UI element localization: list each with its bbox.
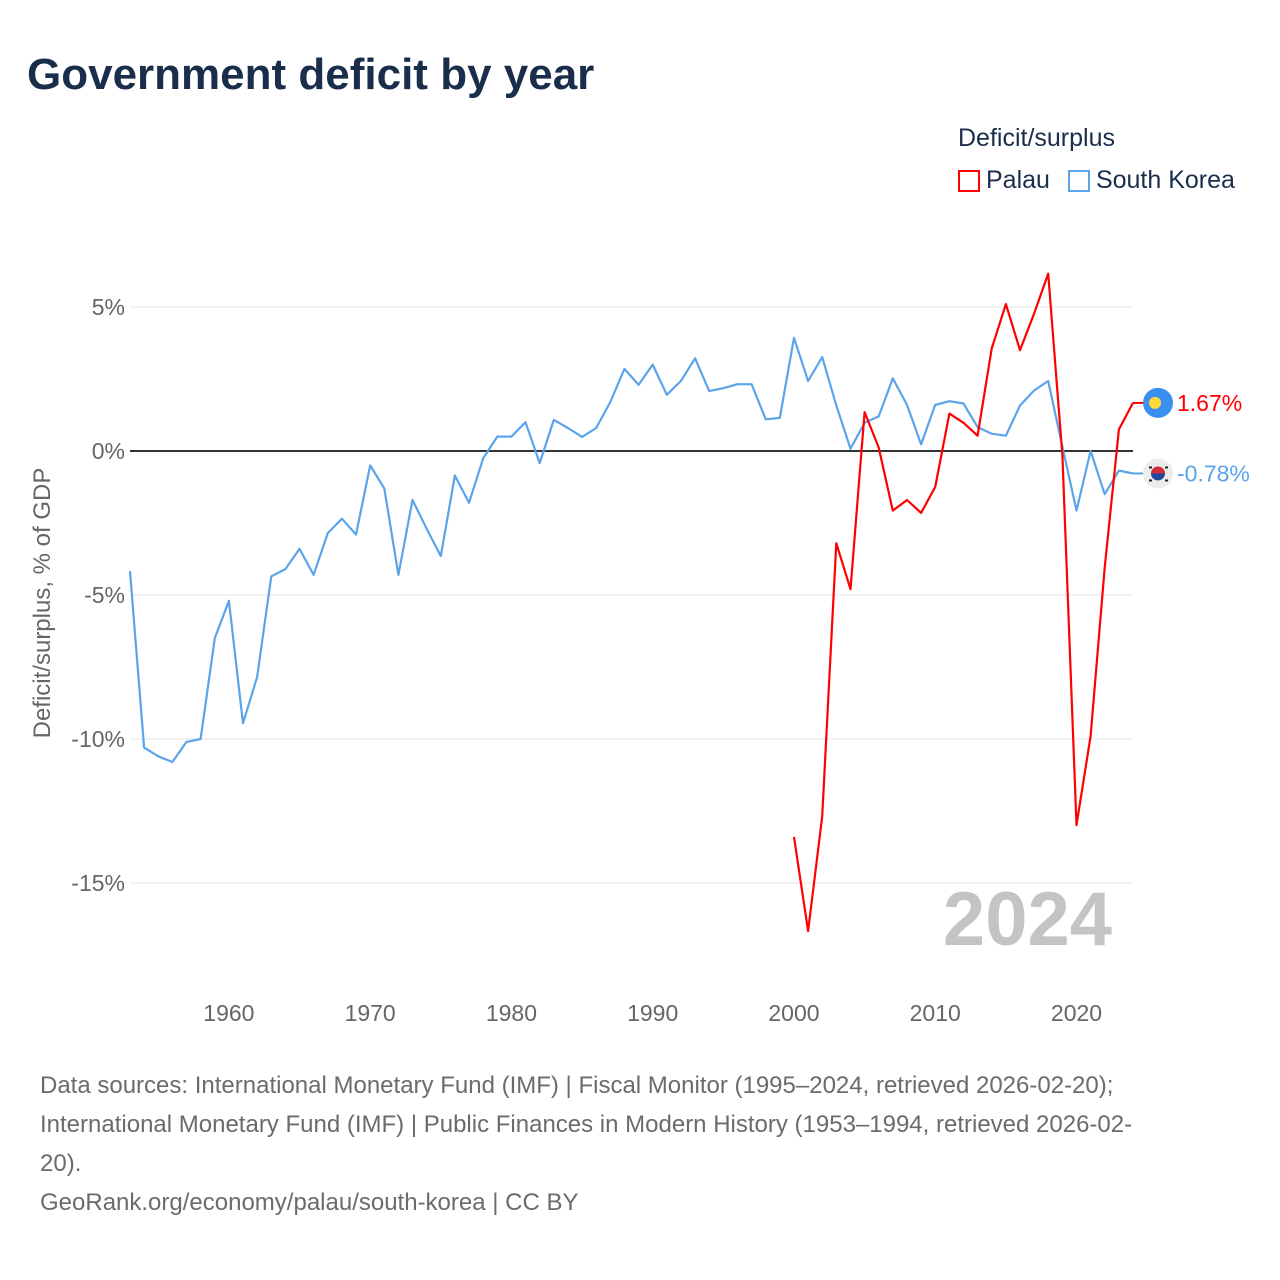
palau-end-label: 1.67% <box>1177 390 1242 416</box>
south-korea-line <box>128 336 1134 764</box>
x-tick-label: 2020 <box>1051 1000 1102 1026</box>
sources-line: Data sources: International Monetary Fun… <box>40 1072 1114 1099</box>
south-korea-end-label: -0.78% <box>1177 460 1250 486</box>
y-tick-label: 5% <box>92 294 125 320</box>
chart-title: Government deficit by year <box>27 50 595 99</box>
legend-title: Deficit/surplus <box>958 124 1115 152</box>
legend-label: Palau <box>986 166 1050 194</box>
flag-trigram <box>1149 479 1152 482</box>
footer: Data sources: International Monetary Fun… <box>40 1066 1240 1222</box>
year-watermark: 2024 <box>943 877 1112 962</box>
flag-trigram <box>1165 479 1168 482</box>
x-tick-label: 1990 <box>627 1000 678 1026</box>
legend-item-palau[interactable]: Palau <box>958 166 1050 195</box>
legend: Palau South Korea <box>958 166 1235 195</box>
flag-taeguk-blue <box>1151 473 1165 481</box>
flag-trigram <box>1165 466 1168 469</box>
y-tick-label: 0% <box>92 438 125 464</box>
south-korea-swatch <box>1067 169 1090 192</box>
sources-line: International Monetary Fund (IMF) | Publ… <box>40 1111 1133 1138</box>
y-tick-label: -15% <box>71 870 125 896</box>
x-tick-label: 1970 <box>345 1000 396 1026</box>
flag-taeguk-red <box>1151 466 1165 474</box>
palau-swatch <box>958 169 980 192</box>
flag-trigram <box>1149 466 1152 469</box>
x-tick-label: 2010 <box>910 1000 961 1026</box>
y-axis-label: Deficit/surplus, % of GDP <box>29 468 56 739</box>
x-tick-label: 1980 <box>486 1000 537 1026</box>
legend-item-south-korea[interactable]: South Korea <box>1067 166 1235 195</box>
south-korea-flag-icon <box>1143 458 1173 489</box>
x-tick-label: 2000 <box>768 1000 819 1026</box>
chart-area: 5% 0% -5% -10% -15% 1960 1970 1980 1990 2000 2010 2… <box>29 272 1250 1026</box>
sources-line: 20). <box>40 1150 82 1177</box>
y-tick-label: -10% <box>71 726 125 752</box>
legend-label: South Korea <box>1095 166 1235 194</box>
y-tick-label: -5% <box>84 582 125 608</box>
flag-moon <box>1149 396 1161 409</box>
palau-flag-icon <box>1143 387 1173 418</box>
palau-line <box>792 272 1134 933</box>
x-tick-label: 1960 <box>203 1000 254 1026</box>
credit-link[interactable]: GeoRank.org/economy/palau/south-korea | … <box>40 1189 579 1216</box>
